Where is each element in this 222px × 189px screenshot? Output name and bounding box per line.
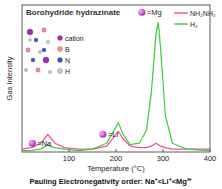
atom-legend-marker <box>58 69 63 74</box>
x-tick-label: 400 <box>204 154 217 163</box>
x-tick-label: 100 <box>63 154 76 163</box>
annotation: =Na <box>37 139 52 148</box>
chart: 100 200 300 400 Borohydride hydrazinate catio… <box>0 0 222 189</box>
atom <box>36 68 40 72</box>
legend-label: NH₂NH₂ <box>190 10 216 17</box>
atom <box>42 48 46 52</box>
title: Borohydride hydrazinate <box>26 8 121 17</box>
y-axis-label: Gas Intensity <box>5 56 14 100</box>
annotation: =Mg <box>147 8 162 17</box>
legend-line <box>174 12 188 13</box>
plot-frame <box>22 5 210 152</box>
atom <box>48 70 51 73</box>
atom <box>42 28 46 32</box>
legend-line <box>174 23 188 24</box>
annotation: =Li <box>108 130 119 139</box>
annotation-marker <box>138 9 145 16</box>
lines <box>22 23 210 151</box>
atom-legend-marker <box>58 47 63 52</box>
atom <box>31 58 35 62</box>
atom <box>46 40 49 43</box>
atom-legend-label: N <box>65 57 70 64</box>
atom-legend-label: cation <box>65 35 84 42</box>
series-line <box>22 23 210 151</box>
annotation-marker <box>99 131 106 138</box>
footer: Pauling Electronegativity order: Na⁺<Li⁺… <box>30 177 193 186</box>
atom-legend-marker <box>58 36 63 41</box>
annotation-marker <box>29 140 36 147</box>
atom <box>38 50 41 53</box>
atom <box>26 48 30 52</box>
atom <box>43 57 49 63</box>
x-tick-label: 200 <box>110 154 123 163</box>
atom-legend-label: B <box>65 46 70 53</box>
atom <box>27 29 33 35</box>
x-tick <box>163 149 164 152</box>
atom <box>34 38 38 42</box>
atom-legend-marker <box>58 58 63 63</box>
x-axis-label: Temperature (°C) <box>87 164 145 173</box>
x-tick-label: 300 <box>157 154 170 163</box>
x-tick <box>116 149 117 152</box>
atom <box>24 68 27 71</box>
atom-legend-label: H <box>65 68 70 75</box>
legend-label: H₂ <box>190 21 198 28</box>
atom <box>29 39 32 42</box>
